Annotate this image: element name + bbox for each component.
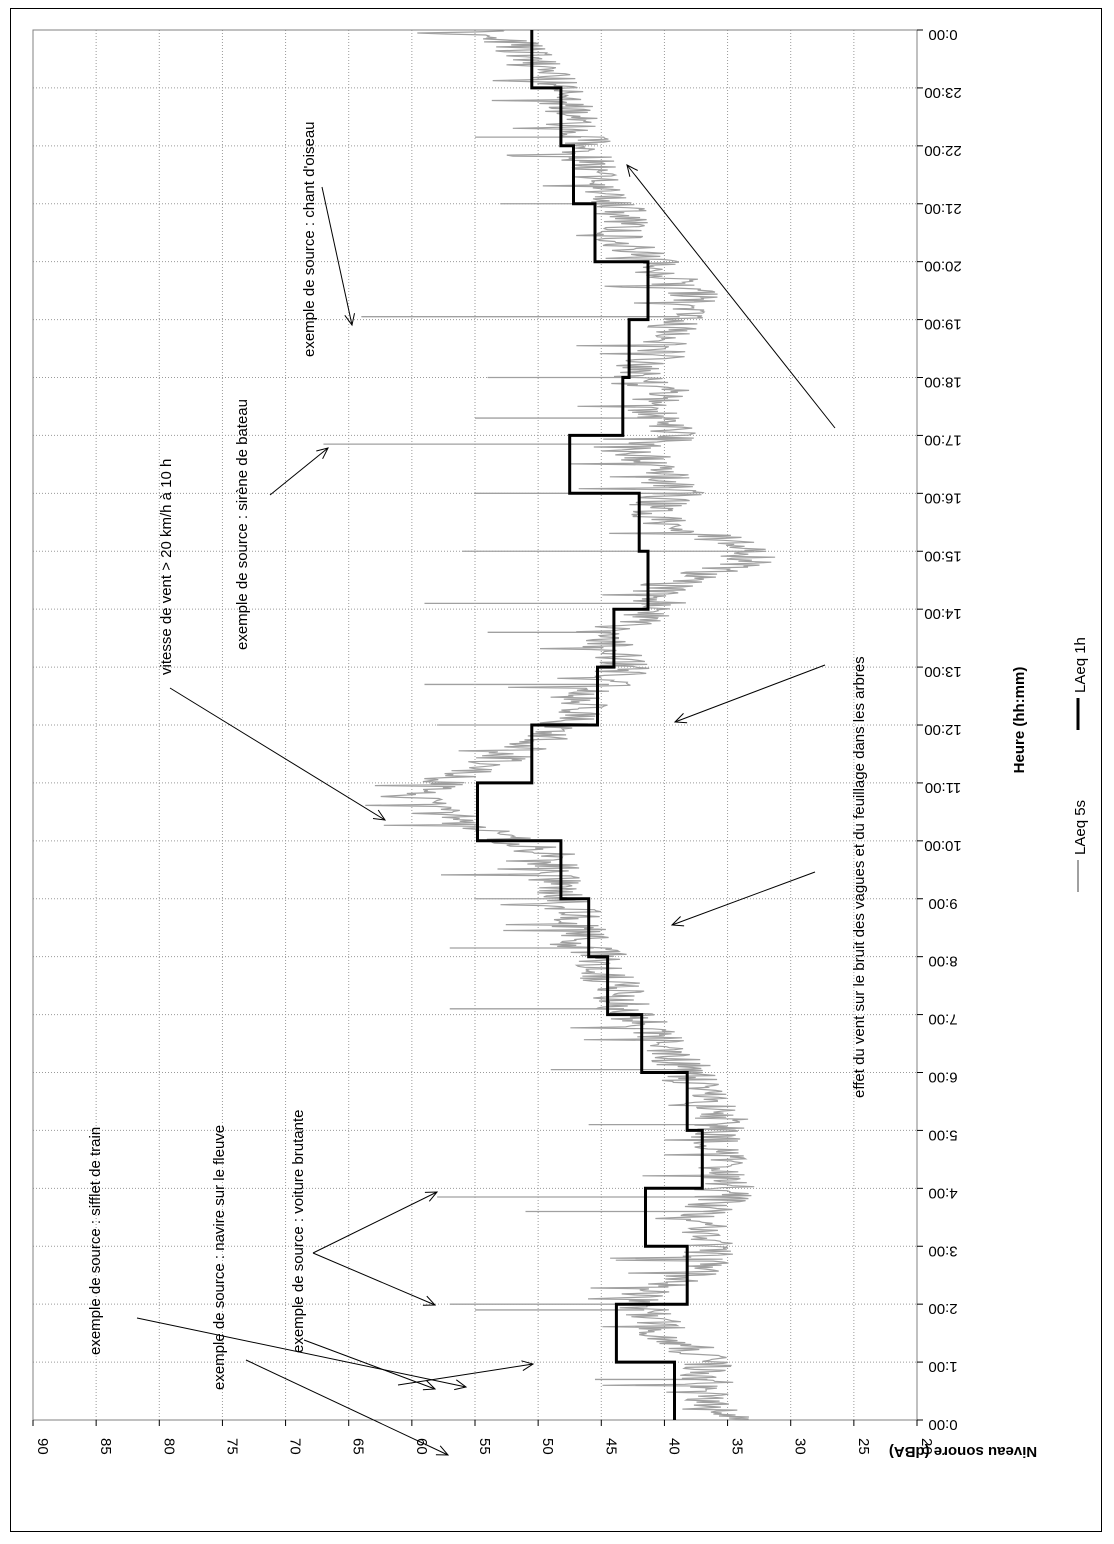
x-tick-label: 1:00 xyxy=(928,1358,957,1375)
y-tick-label: 45 xyxy=(602,1438,619,1455)
y-tick-label: 85 xyxy=(97,1438,114,1455)
annotation-arrow-line xyxy=(245,1359,449,1456)
x-tick-label: 21:00 xyxy=(924,200,962,217)
y-tick-label: 75 xyxy=(223,1438,240,1455)
annotation-arrow-line xyxy=(397,1363,534,1386)
annotation-wind-effect: effet du vent sur le bruit des vagues et… xyxy=(851,656,868,1098)
y-tick-label: 60 xyxy=(413,1438,430,1455)
series-laeq-1h xyxy=(476,30,704,1420)
y-tick-label: 20 xyxy=(918,1438,935,1455)
legend: LAeq 5s LAeq 1h xyxy=(1072,637,1089,892)
x-tick-label: 4:00 xyxy=(928,1184,957,1201)
annotation-arrow-head xyxy=(435,1445,450,1456)
y-tick-label: 80 xyxy=(160,1438,177,1455)
x-tick-label: 23:00 xyxy=(924,84,962,101)
y-tick-label: 55 xyxy=(476,1438,493,1455)
x-tick-label: 16:00 xyxy=(924,489,962,506)
annotation-arrow-head xyxy=(372,809,387,821)
y-tick-label: 25 xyxy=(855,1438,872,1455)
annotation-arrow-line xyxy=(312,1252,436,1306)
annotation-arrow-head xyxy=(521,1360,535,1372)
x-axis-title: Heure (hh:mm) xyxy=(1011,667,1028,774)
x-tick-label: 7:00 xyxy=(928,1011,957,1028)
legend-label-laeq-1h: LAeq 1h xyxy=(1072,637,1089,693)
x-tick-label: 20:00 xyxy=(924,258,962,275)
y-tick-label: 40 xyxy=(665,1438,682,1455)
y-axis-ticks: 20 25 30 35 40 45 50 55 60 65 70 75 80 85 90 xyxy=(32,1420,935,1455)
annotation-arrow-head xyxy=(673,713,688,724)
annotation-arrow-line xyxy=(269,447,329,496)
y-tick-label: 50 xyxy=(539,1438,556,1455)
y-tick-label: 90 xyxy=(34,1438,51,1455)
y-axis-title: Niveau sonore (dBA) xyxy=(889,1443,1037,1460)
x-tick-label: 0:00 xyxy=(928,1416,957,1433)
x-tick-label: 15:00 xyxy=(924,547,962,564)
x-tick-label: 0:00 xyxy=(928,26,957,43)
annotation-arrow-head xyxy=(454,1379,468,1391)
annotation-arrow-line xyxy=(321,186,353,326)
annotation-arrow-head xyxy=(316,447,329,460)
x-tick-label: 12:00 xyxy=(924,721,962,738)
x-tick-label: 18:00 xyxy=(924,374,962,391)
x-tick-label: 2:00 xyxy=(928,1300,957,1317)
x-tick-label: 13:00 xyxy=(924,663,962,680)
x-tick-label: 8:00 xyxy=(928,953,957,970)
annotation-arrow-head xyxy=(424,1191,439,1202)
annotation-arrow-head xyxy=(670,916,685,927)
annotation-arrow-line xyxy=(169,687,386,821)
annotation-arrow-head xyxy=(422,1295,437,1306)
x-tick-label: 6:00 xyxy=(928,1069,957,1086)
annotation-arrow-head xyxy=(626,164,638,177)
annotation-arrow-line xyxy=(303,1339,436,1390)
annotation-bird-song: exemple de source : chant d'oiseau xyxy=(301,121,318,357)
annotation-train-whistle: exemple de source : sifflet de train xyxy=(87,1127,104,1355)
y-tick-label: 30 xyxy=(792,1438,809,1455)
y-tick-label: 70 xyxy=(287,1438,304,1455)
annotation-arrow-line xyxy=(626,164,836,429)
annotation-arrow-line xyxy=(312,1191,438,1254)
x-tick-label: 11:00 xyxy=(925,779,961,796)
x-tick-label: 14:00 xyxy=(924,605,962,622)
y-tick-label: 65 xyxy=(350,1438,367,1455)
annotation-arrows xyxy=(136,164,836,1456)
annotation-arrow-line xyxy=(136,1317,467,1388)
annotation-boat-siren: exemple de source : sirène de bateau xyxy=(234,399,251,650)
annotation-arrow-line xyxy=(671,871,816,926)
legend-label-laeq-5s: LAeq 5s xyxy=(1072,800,1089,855)
annotation-arrow-head xyxy=(344,313,355,327)
x-tick-label: 3:00 xyxy=(928,1242,957,1259)
x-tick-label: 17:00 xyxy=(924,431,962,448)
x-tick-label: 9:00 xyxy=(928,895,957,912)
x-tick-label: 5:00 xyxy=(928,1126,957,1143)
x-tick-label: 19:00 xyxy=(924,316,962,333)
y-tick-label: 35 xyxy=(729,1438,746,1455)
annotation-ship-on-river: exemple de source : navire sur le fleuve xyxy=(211,1125,228,1390)
x-tick-label: 22:00 xyxy=(924,142,962,159)
x-tick-label: 10:00 xyxy=(924,837,962,854)
annotation-arrow-head xyxy=(422,1380,437,1391)
line-laeq-1h xyxy=(476,30,704,1420)
annotation-noisy-car: exemple de source : voiture brutante xyxy=(290,1110,307,1353)
annotation-wind-speed: vitesse de vent > 20 km/h à 10 h xyxy=(158,459,175,675)
annotation-arrow-line xyxy=(674,664,826,723)
x-axis-ticks: 0:00 1:00 2:00 3:00 4:00 5:00 6:00 7:00 8:00 9:00… xyxy=(917,26,962,1433)
